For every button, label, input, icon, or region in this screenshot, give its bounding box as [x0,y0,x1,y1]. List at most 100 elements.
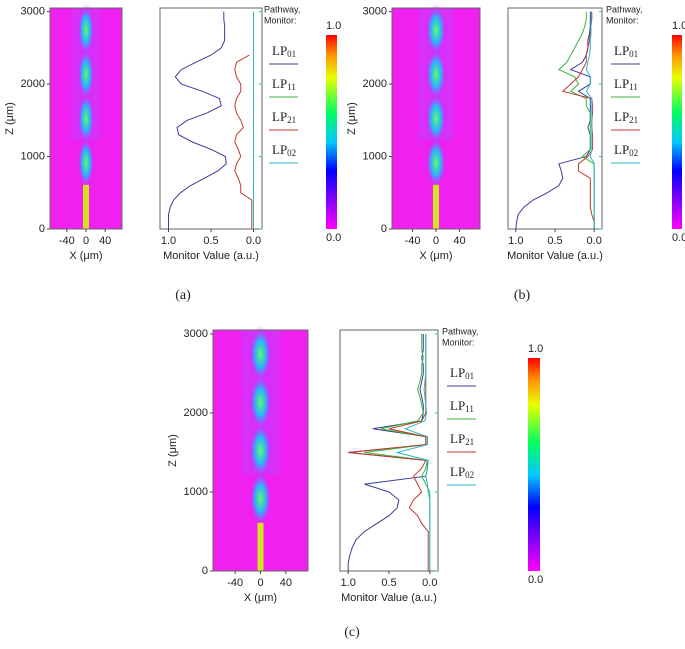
colorbar-tick-label: 1.0 [326,20,341,32]
x-axis-label: Monitor Value (a.u.) [507,250,603,262]
x-tick-label: -40 [405,235,421,247]
legend-label: LP11 [614,76,638,92]
y-tick-label: 3000 [21,6,45,18]
x-tick-label: 0.0 [246,235,261,247]
legend-label: LP02 [614,142,638,158]
y-tick-label: 1000 [363,150,387,162]
field-glow [77,47,95,101]
legend-label-base: LP [614,76,629,91]
field-glow [249,421,272,480]
colorbar-tick-label: 0.0 [672,232,685,244]
legend-label: LP01 [614,43,638,59]
field-glow [249,325,272,384]
x-tick-label: -40 [59,235,75,247]
legend-title: Pathway, [264,4,300,14]
y-axis-label: Z (μm) [4,102,16,135]
x-tick-label: 0.0 [587,235,602,247]
legend-label-sub: 02 [629,148,638,158]
legend-label-sub: 01 [629,49,638,59]
field-glow [77,136,95,190]
x-tick-label: 40 [280,577,292,589]
x-tick-label: 0.5 [203,235,218,247]
field-core [83,184,89,229]
legend-label: LP21 [614,109,638,125]
legend-label-base: LP [272,43,287,58]
x-axis-label: X (μm) [69,250,102,262]
legend-label-sub: 21 [629,115,638,125]
monitor-frame [507,7,603,230]
legend-label-sub: 01 [465,371,474,381]
legend-label-sub: 11 [465,404,474,414]
x-tick-label: 0.5 [547,235,562,247]
x-tick-label: 40 [99,235,111,247]
legend-title: Monitor: [606,15,639,25]
monitor-line [168,11,227,229]
y-tick-label: 0 [39,223,45,235]
x-tick-label: 1.0 [341,577,356,589]
x-tick-label: 0.5 [381,577,396,589]
panel-label: (a) [175,288,191,303]
legend-label-base: LP [450,398,465,413]
colorbar-tick-label: 0.0 [528,574,543,586]
legend-title: Pathway, [442,326,478,336]
x-tick-label: 1.0 [161,235,176,247]
y-tick-label: 2000 [184,407,208,419]
field-glow [425,91,447,146]
field-core [257,522,264,571]
legend-label-sub: 11 [287,82,296,92]
x-axis-label: X (μm) [244,592,277,604]
field-glow [425,3,447,57]
monitor-line [234,54,253,229]
legend-label-base: LP [614,109,629,124]
x-axis-label: Monitor Value (a.u.) [163,250,259,262]
x-tick-label: 0 [83,235,89,247]
legend-label: LP11 [450,398,474,414]
legend-label-sub: 11 [629,82,638,92]
legend-label-base: LP [272,76,287,91]
monitor-line [395,334,431,571]
field-glow [77,3,95,57]
y-tick-label: 1000 [184,486,208,498]
legend-label-base: LP [450,464,465,479]
colorbar-tick-label: 1.0 [528,343,543,355]
legend-title: Monitor: [442,337,475,347]
legend-label-base: LP [450,431,465,446]
panel-label: (b) [514,288,531,303]
colorbar [672,35,682,229]
legend-label-sub: 02 [465,470,474,480]
legend-label-base: LP [450,365,465,380]
field-glow [249,469,272,528]
y-tick-label: 0 [202,565,208,577]
legend-label: LP02 [450,464,474,480]
y-tick-label: 1000 [21,150,45,162]
legend-label-sub: 21 [287,115,296,125]
legend-label-base: LP [272,109,287,124]
x-tick-label: -40 [227,577,243,589]
colorbar [528,358,540,571]
y-tick-label: 2000 [21,78,45,90]
y-axis-label: Z (μm) [346,102,358,135]
legend-label-base: LP [272,142,287,157]
y-tick-label: 3000 [184,328,208,340]
legend-label-sub: 02 [287,148,296,158]
colorbar-tick-label: 1.0 [672,20,685,32]
legend-label-sub: 01 [287,49,296,59]
legend-label-base: LP [614,142,629,157]
x-axis-label: X (μm) [419,250,452,262]
monitor-line [585,11,595,229]
x-tick-label: 1.0 [508,235,523,247]
legend-title: Pathway, [606,4,642,14]
x-tick-label: 40 [453,235,465,247]
y-tick-label: 0 [381,223,387,235]
x-tick-label: 0 [433,235,439,247]
legend-label: LP01 [450,365,474,381]
y-tick-label: 2000 [363,78,387,90]
legend-label-sub: 21 [465,437,474,447]
y-axis-label: Z (μm) [167,434,179,467]
legend-label: LP11 [272,76,296,92]
y-tick-label: 3000 [363,6,387,18]
monitor-frame [159,7,263,230]
legend-label-base: LP [614,43,629,58]
x-axis-label: Monitor Value (a.u.) [341,592,437,604]
